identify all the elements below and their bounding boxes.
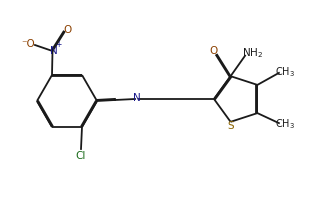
Text: CH$_3$: CH$_3$ <box>276 65 295 79</box>
Text: ⁻O: ⁻O <box>22 39 36 49</box>
Text: NH$_2$: NH$_2$ <box>242 46 263 60</box>
Text: O: O <box>209 46 217 56</box>
Text: S: S <box>227 121 234 131</box>
Text: O: O <box>63 24 71 34</box>
Text: N: N <box>133 93 141 103</box>
Text: Cl: Cl <box>76 151 86 161</box>
Text: N: N <box>50 46 57 56</box>
Text: CH$_3$: CH$_3$ <box>276 117 295 131</box>
Text: +: + <box>55 40 61 49</box>
